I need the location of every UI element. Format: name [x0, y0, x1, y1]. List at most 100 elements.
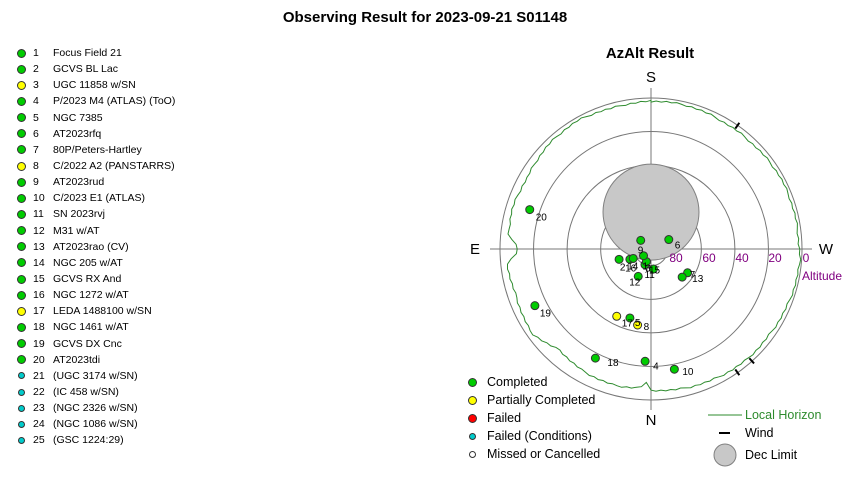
target-list-item: 8 C/2022 A2 (PANSTARRS)	[17, 158, 175, 174]
target-number: 12	[33, 224, 45, 237]
altitude-axis-label: Altitude	[802, 269, 842, 283]
target-point	[636, 235, 646, 245]
target-list-item: 22 (IC 458 w/SN)	[17, 384, 175, 400]
target-name: NGC 7385	[53, 111, 103, 124]
completed-dot-icon	[468, 377, 477, 387]
chart-legend: Local Horizon Wind Dec Limit	[705, 406, 821, 468]
target-point-label: 3	[645, 264, 651, 275]
altitude-tick-label: 20	[768, 251, 782, 265]
target-point	[669, 364, 679, 374]
legend-wind: Wind	[705, 424, 821, 442]
target-point-label: 4	[653, 361, 659, 372]
target-name: C/2023 E1 (ATLAS)	[53, 192, 146, 205]
target-name: NGC 205 w/AT	[53, 256, 123, 269]
target-point	[677, 272, 687, 282]
target-number: 18	[33, 321, 45, 334]
target-point	[612, 311, 622, 321]
target-name: (GSC 1224:29)	[53, 434, 124, 447]
failed-conditions-dot-icon	[469, 432, 476, 440]
target-list-item: 2 GCVS BL Lac	[17, 61, 175, 77]
target-number: 2	[33, 63, 39, 76]
target-list: 1 Focus Field 21 2 GCVS BL Lac 3 UGC 11858 w/…	[17, 45, 175, 449]
legend-completed-label: Completed	[487, 375, 548, 389]
status-dot-icon	[17, 145, 26, 155]
status-dot-icon	[17, 193, 26, 203]
target-name: AT2023tdi	[53, 353, 101, 366]
target-number: 22	[33, 386, 45, 399]
target-name: (UGC 3174 w/SN)	[53, 369, 138, 382]
target-point-label: 12	[629, 277, 641, 288]
target-number: 9	[33, 176, 39, 189]
target-point-label: 7	[690, 270, 696, 281]
target-name: GCVS RX And	[53, 273, 122, 286]
status-dot-icon	[17, 242, 26, 252]
target-list-item: 12 M31 w/AT	[17, 223, 175, 239]
target-number: 4	[33, 95, 39, 108]
target-point-label: 9	[638, 245, 644, 256]
target-point-label: 17	[622, 318, 634, 329]
legend-missed: Missed or Cancelled	[458, 445, 600, 463]
target-list-item: 24 (NGC 1086 w/SN)	[17, 416, 175, 432]
status-dot-icon	[17, 306, 26, 316]
status-dot-icon	[18, 388, 25, 396]
target-name: (NGC 1086 w/SN)	[53, 418, 138, 431]
target-point-label: 11	[644, 270, 655, 281]
target-point-label: 16	[625, 263, 637, 274]
target-point-label: 2	[620, 262, 626, 273]
target-point	[640, 356, 650, 366]
target-number: 5	[33, 111, 39, 124]
target-point-label: 6	[675, 241, 681, 252]
target-point-label: 15	[649, 266, 661, 277]
horizon-line-icon	[708, 414, 742, 416]
legend-failed-conditions: Failed (Conditions)	[458, 427, 600, 445]
target-name: AT2023rao (CV)	[53, 240, 129, 253]
legend-missed-label: Missed or Cancelled	[487, 447, 601, 461]
target-list-item: 13 AT2023rao (CV)	[17, 239, 175, 255]
wind-mark	[734, 122, 741, 130]
target-name: GCVS DX Cnc	[53, 337, 122, 350]
status-dot-icon	[17, 274, 26, 284]
target-number: 21	[33, 369, 45, 382]
target-point-label: 13	[692, 274, 704, 285]
target-point-label: 10	[682, 367, 694, 378]
status-dot-icon	[17, 129, 26, 139]
legend-failed: Failed	[458, 409, 600, 427]
target-name: (NGC 2326 w/SN)	[53, 402, 138, 415]
status-dot-icon	[17, 339, 26, 349]
target-point-label: 20	[536, 213, 548, 224]
target-list-item: 6 AT2023rfq	[17, 126, 175, 142]
target-point	[648, 264, 658, 274]
wind-mark	[734, 368, 741, 376]
status-dot-icon	[18, 436, 25, 444]
status-dot-icon	[17, 80, 26, 90]
target-name: LEDA 1488100 w/SN	[53, 305, 152, 318]
target-number: 15	[33, 273, 45, 286]
target-list-item: 20 AT2023tdi	[17, 352, 175, 368]
target-list-item: 1 Focus Field 21	[17, 45, 175, 61]
altitude-tick-label: 0	[803, 251, 810, 265]
page-title: Observing Result for 2023-09-21 S01148	[282, 9, 568, 26]
target-list-item: 25 (GSC 1224:29)	[17, 432, 175, 448]
local-horizon-line	[507, 99, 802, 392]
target-list-item: 17 LEDA 1488100 w/SN	[17, 303, 175, 319]
target-number: 11	[33, 208, 44, 221]
target-point	[628, 253, 638, 263]
status-dot-icon	[17, 48, 26, 58]
target-point	[625, 313, 635, 323]
legend-failed-label: Failed	[487, 411, 522, 425]
missed-dot-icon	[469, 450, 476, 458]
target-name: NGC 1461 w/AT	[53, 321, 129, 334]
target-list-item: 10 C/2023 E1 (ATLAS)	[17, 190, 175, 206]
legend-horizon: Local Horizon	[705, 406, 821, 424]
target-list-item: 15 GCVS RX And	[17, 271, 175, 287]
altitude-tick-label: 80	[669, 251, 683, 265]
target-name: GCVS BL Lac	[53, 63, 118, 76]
status-dot-icon	[17, 258, 26, 268]
status-dot-icon	[17, 113, 26, 123]
target-name: (IC 458 w/SN)	[53, 386, 119, 399]
compass-top-label: S	[646, 69, 656, 86]
target-list-item: 14 NGC 205 w/AT	[17, 255, 175, 271]
wind-mark	[748, 357, 755, 365]
status-dot-icon	[17, 96, 26, 106]
